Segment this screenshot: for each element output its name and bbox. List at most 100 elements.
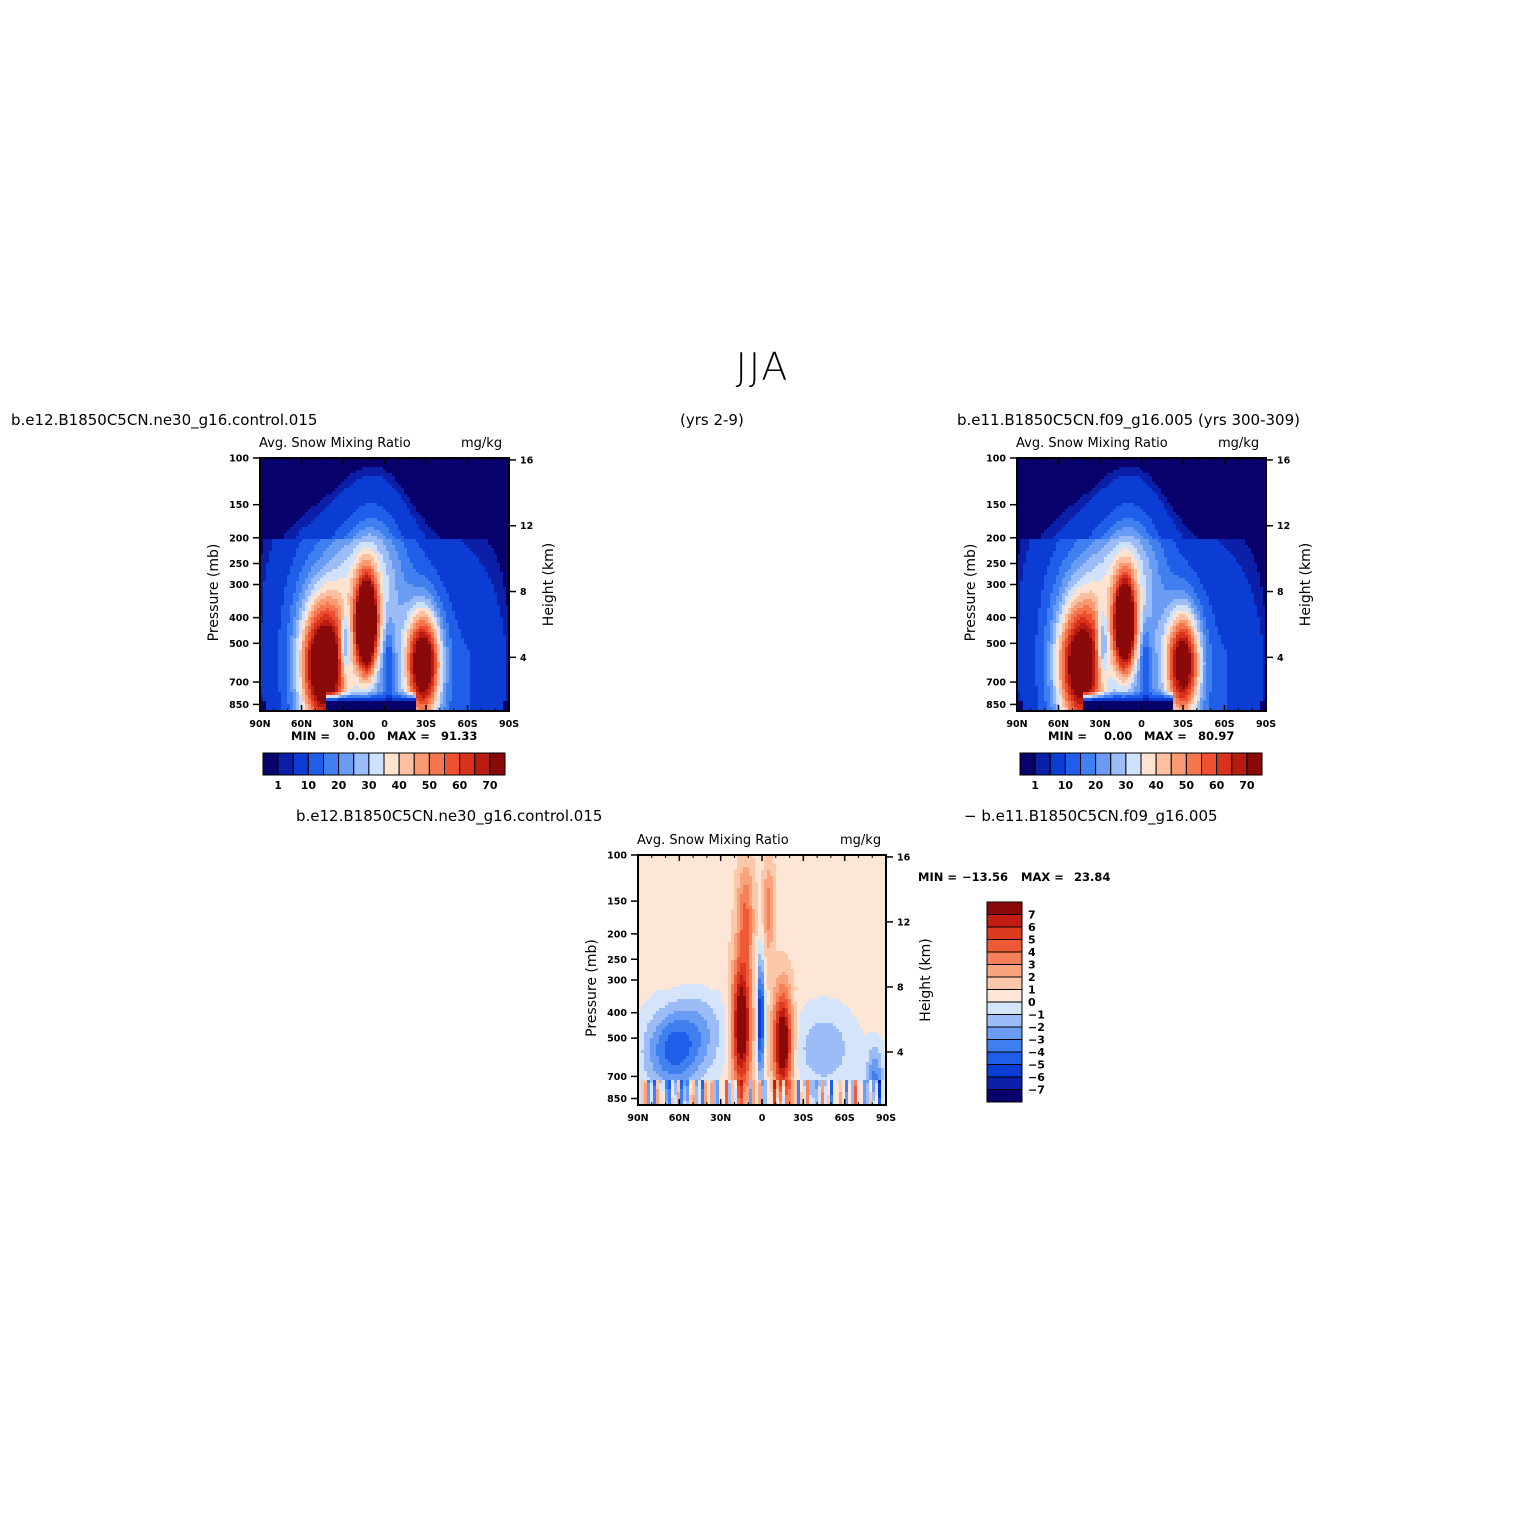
contour-cell bbox=[341, 593, 345, 597]
contour-cell bbox=[440, 482, 444, 486]
contour-cell bbox=[383, 590, 387, 594]
contour-cell bbox=[386, 620, 390, 624]
contour-cell bbox=[314, 479, 318, 483]
contour-cell bbox=[362, 500, 366, 504]
contour-cell bbox=[461, 620, 465, 624]
contour-cell bbox=[260, 617, 264, 621]
contour-cell bbox=[308, 575, 312, 579]
contour-cell bbox=[317, 533, 321, 537]
contour-cell bbox=[389, 599, 393, 603]
contour-cell bbox=[476, 632, 480, 636]
contour-cell bbox=[266, 500, 270, 504]
contour-cell bbox=[404, 596, 408, 600]
contour-cell bbox=[407, 479, 411, 483]
contour-cell bbox=[320, 572, 324, 576]
contour-cell bbox=[503, 629, 507, 633]
contour-cell bbox=[437, 524, 441, 528]
contour-cell bbox=[455, 569, 459, 573]
contour-cell bbox=[461, 518, 465, 522]
contour-cell bbox=[452, 509, 456, 513]
contour-cell bbox=[329, 608, 333, 612]
contour-cell bbox=[482, 563, 486, 567]
contour-cell bbox=[365, 614, 369, 618]
contour-cell bbox=[320, 488, 324, 492]
contour-cell bbox=[452, 626, 456, 630]
contour-cell bbox=[362, 518, 366, 522]
contour-cell bbox=[338, 617, 342, 621]
contour-cell bbox=[320, 563, 324, 567]
contour-cell bbox=[362, 473, 366, 477]
contour-cell bbox=[410, 536, 414, 540]
contour-cell bbox=[308, 563, 312, 567]
contour-cell bbox=[356, 491, 360, 495]
contour-cell bbox=[311, 518, 315, 522]
contour-cell bbox=[266, 482, 270, 486]
contour-cell bbox=[497, 614, 501, 618]
contour-cell bbox=[440, 614, 444, 618]
contour-cell bbox=[458, 593, 462, 597]
contour-cell bbox=[404, 476, 408, 480]
contour-cell bbox=[431, 632, 435, 636]
contour-cell bbox=[308, 509, 312, 513]
contour-cell bbox=[497, 479, 501, 483]
contour-cell bbox=[425, 530, 429, 534]
contour-cell bbox=[314, 530, 318, 534]
contour-cell bbox=[506, 572, 509, 576]
contour-cell bbox=[278, 527, 282, 531]
contour-cell bbox=[389, 467, 393, 471]
contour-cell bbox=[470, 572, 474, 576]
contour-cell bbox=[437, 500, 441, 504]
contour-cell bbox=[260, 458, 264, 462]
contour-cell bbox=[269, 614, 273, 618]
contour-cell bbox=[497, 560, 501, 564]
contour-cell bbox=[266, 584, 270, 588]
contour-cell bbox=[419, 590, 423, 594]
contour-cell bbox=[467, 563, 471, 567]
contour-cell bbox=[482, 599, 486, 603]
contour-cell bbox=[356, 608, 360, 612]
contour-cell bbox=[389, 590, 393, 594]
contour-cell bbox=[401, 530, 405, 534]
contour-cell bbox=[497, 596, 501, 600]
contour-cell bbox=[449, 566, 453, 570]
contour-cell bbox=[311, 557, 315, 561]
contour-cell bbox=[329, 548, 333, 552]
contour-cell bbox=[500, 515, 504, 519]
contour-cell bbox=[353, 467, 357, 471]
contour-cell bbox=[290, 590, 294, 594]
contour-cell bbox=[263, 530, 267, 534]
contour-cell bbox=[422, 635, 426, 639]
contour-cell bbox=[392, 476, 396, 480]
contour-cell bbox=[455, 605, 459, 609]
contour-cell bbox=[317, 608, 321, 612]
contour-cell bbox=[494, 467, 498, 471]
contour-cell bbox=[281, 485, 285, 489]
contour-cell bbox=[260, 521, 264, 525]
contour-cell bbox=[350, 593, 354, 597]
contour-cell bbox=[284, 482, 288, 486]
contour-cell bbox=[344, 509, 348, 513]
contour-cell bbox=[368, 503, 372, 507]
contour-cell bbox=[269, 575, 273, 579]
contour-cell bbox=[359, 470, 363, 474]
contour-cell bbox=[476, 575, 480, 579]
contour-cell bbox=[446, 554, 450, 558]
contour-cell bbox=[302, 461, 306, 465]
contour-cell bbox=[359, 560, 363, 564]
contour-cell bbox=[488, 518, 492, 522]
contour-cell bbox=[428, 590, 432, 594]
contour-cell bbox=[467, 584, 471, 588]
contour-cell bbox=[452, 545, 456, 549]
contour-cell bbox=[479, 479, 483, 483]
contour-cell bbox=[326, 605, 330, 609]
contour-cell bbox=[290, 548, 294, 552]
contour-cell bbox=[404, 536, 408, 540]
contour-cell bbox=[410, 458, 414, 462]
contour-cell bbox=[362, 482, 366, 486]
contour-cell bbox=[314, 500, 318, 504]
contour-cell bbox=[383, 464, 387, 468]
contour-cell bbox=[425, 506, 429, 510]
contour-cell bbox=[431, 488, 435, 492]
contour-cell bbox=[344, 476, 348, 480]
contour-cell bbox=[269, 476, 273, 480]
